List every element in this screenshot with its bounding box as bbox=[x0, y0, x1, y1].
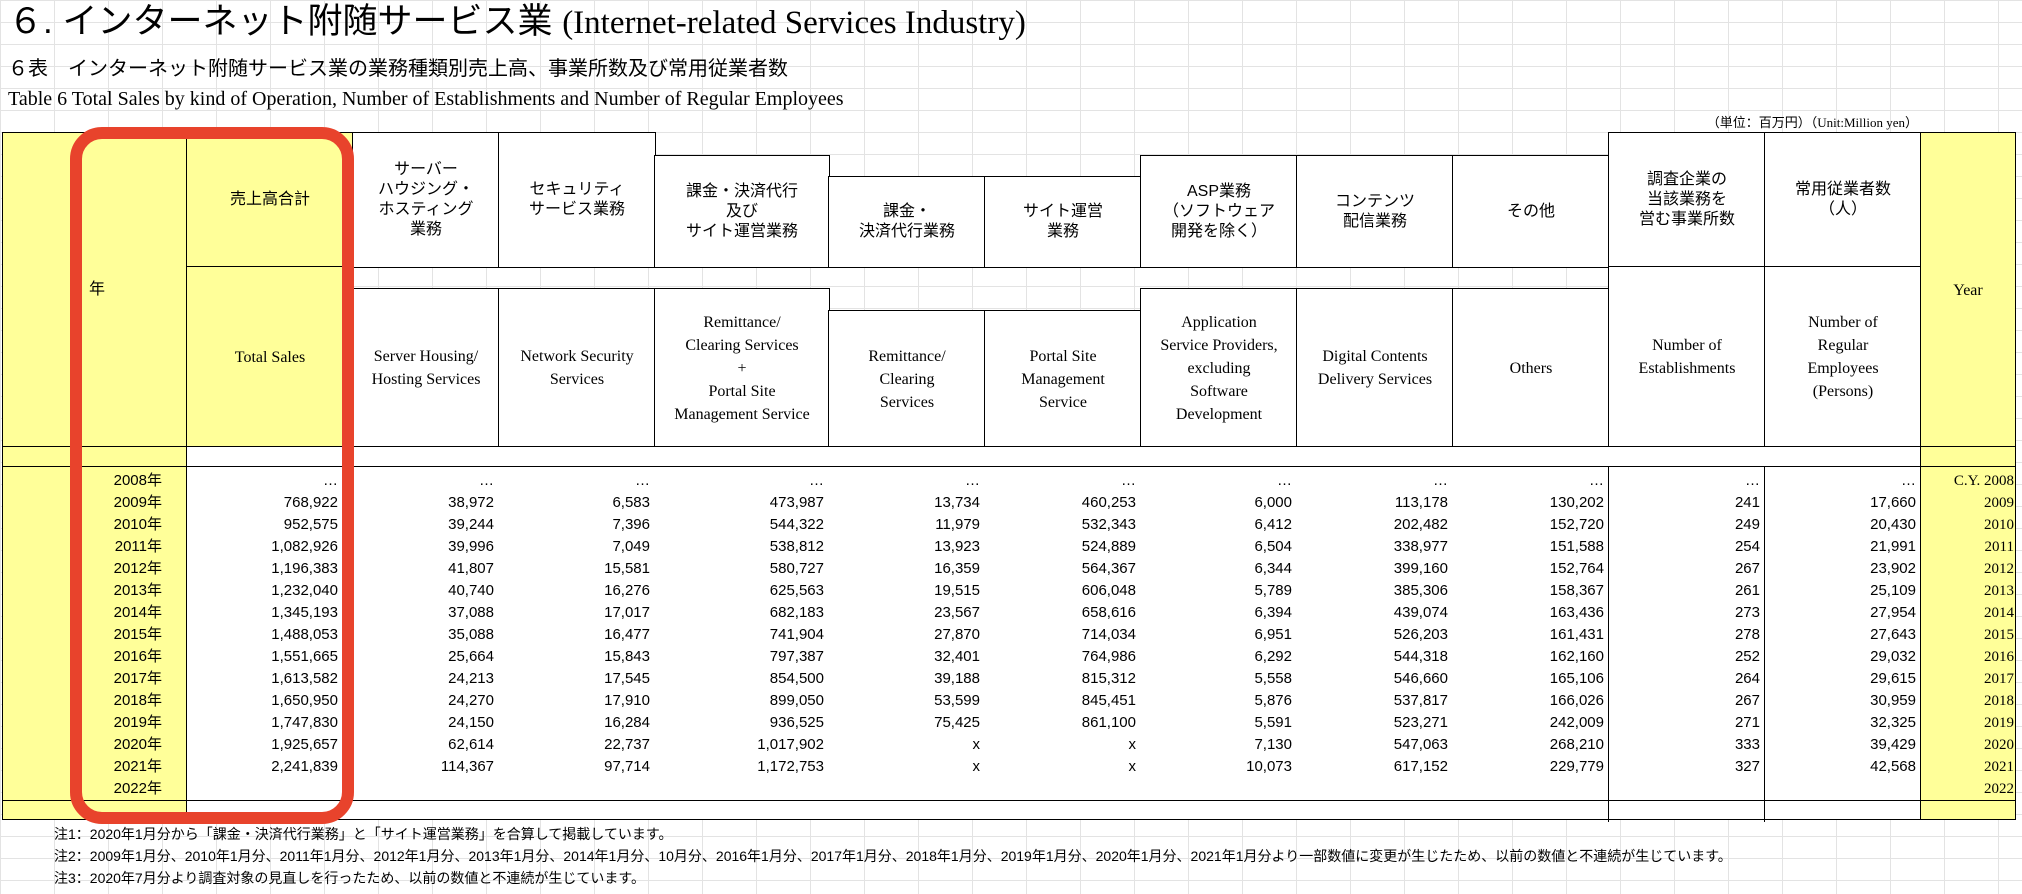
table-row: 2016年 1,551,665 25,664 15,843 797,387 32,401 7… bbox=[113, 648, 2014, 665]
header-site-jp: サイト運営 業務 bbox=[984, 176, 1142, 268]
table-title-en: Table 6 Total Sales by kind of Operation… bbox=[8, 88, 844, 110]
header-contents-en: Digital Contents Delivery Services bbox=[1296, 288, 1454, 448]
body-year-column bbox=[2, 466, 188, 802]
header-spacer-right bbox=[1920, 446, 2016, 468]
table-row: 2022年 2022 bbox=[113, 780, 2014, 797]
header-employees-jp: 常用従業者数 （人） bbox=[1764, 132, 1922, 268]
table-row: 2020年 1,925,657 62,614 22,737 1,017,902 x x 7,1… bbox=[113, 736, 2014, 753]
note-2: 注2：2009年1月分、2010年1月分、2011年1月分、2012年1月分、2… bbox=[54, 848, 1732, 864]
table-row: 2015年 1,488,053 35,088 16,477 741,904 27,870 7… bbox=[113, 626, 2014, 643]
header-total-en: Total Sales bbox=[186, 266, 354, 448]
divider-establishments bbox=[1608, 466, 1609, 822]
body-year-en-column bbox=[1920, 466, 2016, 802]
divider-employees bbox=[1764, 466, 1765, 822]
table-row: 2018年 1,650,950 24,270 17,910 899,050 53,599 8… bbox=[113, 692, 2014, 709]
table-row: 2013年 1,232,040 40,740 16,276 625,563 19,515 6… bbox=[113, 582, 2014, 599]
header-asp-en: Application Service Providers, excluding… bbox=[1140, 288, 1298, 448]
table-row: 2010年 952,575 39,244 7,396 544,322 11,979 532,… bbox=[113, 516, 2014, 533]
table-row: 2008年…………………………… C.Y. 2008 bbox=[113, 472, 2014, 489]
table-title-jp: ６表 インターネット附随サービス業の業務種類別売上高、事業所数及び常用従業者数 bbox=[8, 58, 788, 80]
header-server-en: Server Housing/ Hosting Services bbox=[352, 288, 500, 448]
header-kakin-en: Remittance/ Clearing Services bbox=[828, 310, 986, 448]
note-1: 注1：2020年1月分から「課金・決済代行業務」と「サイト運営業務」を合算して掲… bbox=[54, 826, 673, 842]
header-security-jp: セキュリティ サービス業務 bbox=[498, 132, 656, 268]
table-row: 2014年 1,345,193 37,088 17,017 682,183 23,567 6… bbox=[113, 604, 2014, 621]
header-asp-jp: ASP業務 （ソフトウェア 開発を除く） bbox=[1140, 155, 1298, 268]
table-row: 2011年 1,082,926 39,996 7,049 538,812 13,923 52… bbox=[114, 538, 2014, 555]
header-kakin-site-en: Remittance/ Clearing Services + Portal S… bbox=[654, 288, 830, 448]
header-server-jp: サーバー ハウジング・ ホスティング 業務 bbox=[352, 132, 500, 268]
header-year-jp: 年 bbox=[2, 132, 188, 448]
header-establishments-en: Number of Establishments bbox=[1608, 266, 1766, 448]
body-bottom-band-right bbox=[1920, 800, 2016, 820]
body-values bbox=[186, 466, 1922, 802]
body-bottom-band bbox=[186, 800, 1922, 820]
table-row: 2009年 768,922 38,972 6,583 473,987 13,734 460,… bbox=[113, 494, 2014, 511]
header-site-en: Portal Site Management Service bbox=[984, 310, 1142, 448]
table-row: 2019年 1,747,830 24,150 16,284 936,525 75,425 8… bbox=[113, 714, 2014, 731]
note-3: 注3：2020年7月分より調査対象の見直しを行ったため、以前の数値と不連続が生じ… bbox=[54, 870, 646, 886]
header-year-en: Year bbox=[1920, 132, 2016, 448]
header-employees-en: Number of Regular Employees (Persons) bbox=[1764, 266, 1922, 448]
header-spacer-mid bbox=[186, 446, 1922, 468]
header-kakin-jp: 課金・ 決済代行業務 bbox=[828, 176, 986, 268]
table-row: 2012年 1,196,383 41,807 15,581 580,727 16,359 5… bbox=[113, 560, 2014, 577]
header-others-jp: その他 bbox=[1452, 155, 1610, 268]
table-row: 2017年 1,613,582 24,213 17,545 854,500 39,188 8… bbox=[113, 670, 2014, 687]
page-title: ６. インターネット附随サービス業 (Internet-related Serv… bbox=[8, 2, 1026, 41]
header-contents-jp: コンテンツ 配信業務 bbox=[1296, 155, 1454, 268]
table-row: 2021年 2,241,839 114,367 97,714 1,172,753 x x 10… bbox=[113, 758, 2014, 775]
header-establishments-jp: 調査企業の 当該業務を 営む事業所数 bbox=[1608, 132, 1766, 268]
header-others-en: Others bbox=[1452, 288, 1610, 448]
unit-label: （単位：百万円）（Unit:Million yen） bbox=[1706, 115, 1918, 130]
highlight-annotation bbox=[70, 127, 354, 824]
header-kakin-site-jp: 課金・決済代行 及び サイト運営業務 bbox=[654, 155, 830, 268]
header-security-en: Network Security Services bbox=[498, 288, 656, 448]
